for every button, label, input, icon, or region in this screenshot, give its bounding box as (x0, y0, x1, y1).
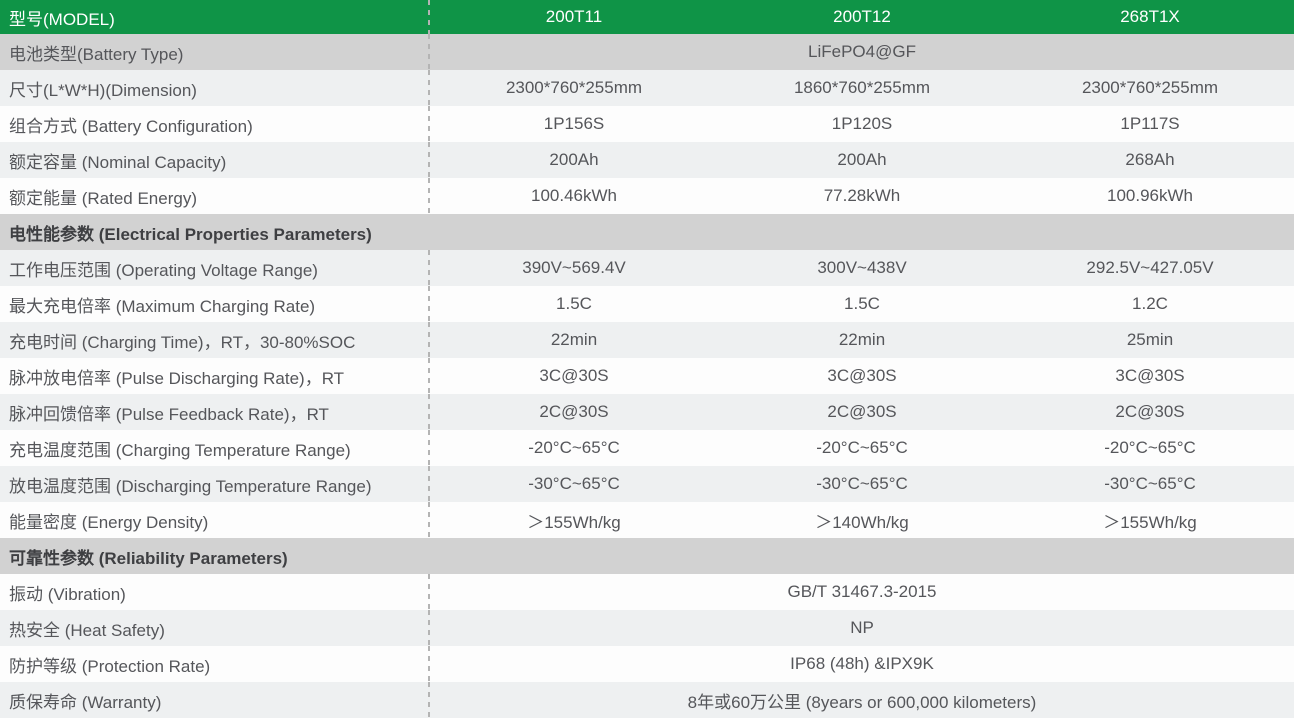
table-row-discharging-temperature: 放电温度范围 (Discharging Temperature Range) -… (0, 466, 1294, 502)
row-label: 能量密度 (Energy Density) (9, 512, 209, 532)
table-row-warranty: 质保寿命 (Warranty) 8年或60万公里 (8years or 600,… (0, 682, 1294, 718)
row-value-span: GB/T 31467.3-2015 (787, 582, 937, 601)
table-row-vibration: 振动 (Vibration) GB/T 31467.3-2015 (0, 574, 1294, 610)
section-header-electrical: 电性能参数 (Electrical Properties Parameters) (0, 214, 1294, 250)
row-value: 22min (550, 330, 598, 349)
model-header-row: 型号(MODEL) 200T11 200T12 268T1X (0, 0, 1294, 34)
row-value: 1.2C (1132, 294, 1168, 313)
section-title: 可靠性参数 (Reliability Parameters) (9, 548, 288, 568)
row-value: 1.5C (556, 294, 592, 313)
row-value: 2C@30S (827, 402, 897, 421)
row-value: 100.46kWh (531, 186, 617, 205)
table-row-protection-rate: 防护等级 (Protection Rate) IP68 (48h) &IPX9K (0, 646, 1294, 682)
row-value: 77.28kWh (823, 186, 901, 205)
model-column-268T1X: 268T1X (1120, 7, 1180, 26)
row-value: -30°C~65°C (1104, 474, 1196, 493)
row-value: 100.96kWh (1107, 186, 1193, 205)
table-row-operating-voltage: 工作电压范围 (Operating Voltage Range) 390V~56… (0, 250, 1294, 286)
table-row-energy-density: 能量密度 (Energy Density) ＞155Wh/kg ＞140Wh/k… (0, 502, 1294, 538)
table-row-dimension: 尺寸(L*W*H)(Dimension) 2300*760*255mm 1860… (0, 70, 1294, 106)
row-value: 1860*760*255mm (793, 78, 931, 97)
table-row-battery-type: 电池类型(Battery Type) LiFePO4@GF (0, 34, 1294, 70)
row-value: -30°C~65°C (816, 474, 908, 493)
row-label: 脉冲放电倍率 (Pulse Discharging Rate)，RT (9, 368, 345, 388)
row-value: ＞140Wh/kg (815, 512, 909, 532)
row-value: 1P117S (1120, 114, 1180, 133)
table-row-rated-energy: 额定能量 (Rated Energy) 100.46kWh 77.28kWh 1… (0, 178, 1294, 214)
row-value: 2300*760*255mm (505, 78, 643, 97)
row-value: 300V~438V (817, 258, 907, 277)
row-value: 3C@30S (827, 366, 897, 385)
table-row-pulse-feedback-rate: 脉冲回馈倍率 (Pulse Feedback Rate)，RT 2C@30S 2… (0, 394, 1294, 430)
model-column-200T11: 200T11 (545, 7, 603, 26)
row-label: 额定能量 (Rated Energy) (9, 188, 197, 208)
row-value: ＞155Wh/kg (527, 512, 621, 532)
row-label: 电池类型(Battery Type) (9, 44, 184, 64)
table-row-nominal-capacity: 额定容量 (Nominal Capacity) 200Ah 200Ah 268A… (0, 142, 1294, 178)
row-label: 振动 (Vibration) (9, 584, 126, 604)
row-label: 工作电压范围 (Operating Voltage Range) (9, 260, 318, 280)
row-value: 1P120S (831, 114, 893, 133)
row-value: 292.5V~427.05V (1086, 258, 1214, 277)
row-value: 22min (838, 330, 886, 349)
table-row-battery-configuration: 组合方式 (Battery Configuration) 1P156S 1P12… (0, 106, 1294, 142)
row-value-span: LiFePO4@GF (808, 42, 916, 61)
row-label: 质保寿命 (Warranty) (9, 692, 162, 712)
section-title: 电性能参数 (Electrical Properties Parameters) (9, 224, 372, 244)
row-label: 放电温度范围 (Discharging Temperature Range) (9, 476, 372, 496)
row-value: 25min (1126, 330, 1174, 349)
row-value-span: NP (850, 618, 874, 637)
row-label: 防护等级 (Protection Rate) (9, 656, 211, 676)
model-header-label: 型号(MODEL) (9, 9, 115, 29)
row-value: 3C@30S (539, 366, 609, 385)
row-label: 最大充电倍率 (Maximum Charging Rate) (9, 296, 316, 316)
row-value-span: 8年或60万公里 (8years or 600,000 kilometers) (687, 692, 1037, 712)
row-label: 脉冲回馈倍率 (Pulse Feedback Rate)，RT (9, 404, 329, 424)
row-value: -20°C~65°C (1104, 438, 1196, 457)
row-label: 充电温度范围 (Charging Temperature Range) (9, 440, 351, 460)
row-value: -20°C~65°C (816, 438, 908, 457)
row-value: ＞155Wh/kg (1103, 512, 1197, 532)
row-value: 2C@30S (539, 402, 609, 421)
row-value: 2C@30S (1115, 402, 1185, 421)
table-row-charging-time: 充电时间 (Charging Time)，RT，30-80%SOC 22min … (0, 322, 1294, 358)
row-label: 热安全 (Heat Safety) (9, 620, 165, 640)
row-value: 200Ah (837, 150, 887, 169)
table-row-pulse-discharging-rate: 脉冲放电倍率 (Pulse Discharging Rate)，RT 3C@30… (0, 358, 1294, 394)
row-value: 1P156S (543, 114, 605, 133)
row-value: -20°C~65°C (528, 438, 620, 457)
row-label: 充电时间 (Charging Time)，RT，30-80%SOC (9, 332, 356, 352)
row-label: 额定容量 (Nominal Capacity) (9, 152, 227, 172)
table-row-charging-temperature: 充电温度范围 (Charging Temperature Range) -20°… (0, 430, 1294, 466)
row-label: 尺寸(L*W*H)(Dimension) (9, 80, 197, 100)
section-header-reliability: 可靠性参数 (Reliability Parameters) (0, 538, 1294, 574)
row-value: 200Ah (549, 150, 599, 169)
row-label: 组合方式 (Battery Configuration) (9, 116, 253, 136)
row-value: 1.5C (844, 294, 880, 313)
table-row-max-charging-rate: 最大充电倍率 (Maximum Charging Rate) 1.5C 1.5C… (0, 286, 1294, 322)
row-value: 268Ah (1125, 150, 1175, 169)
row-value-span: IP68 (48h) &IPX9K (790, 654, 934, 673)
table-row-heat-safety: 热安全 (Heat Safety) NP (0, 610, 1294, 646)
model-column-200T12: 200T12 (833, 7, 891, 26)
row-value: 2300*760*255mm (1081, 78, 1219, 97)
row-value: 390V~569.4V (522, 258, 626, 277)
row-value: -30°C~65°C (528, 474, 620, 493)
row-value: 3C@30S (1115, 366, 1185, 385)
